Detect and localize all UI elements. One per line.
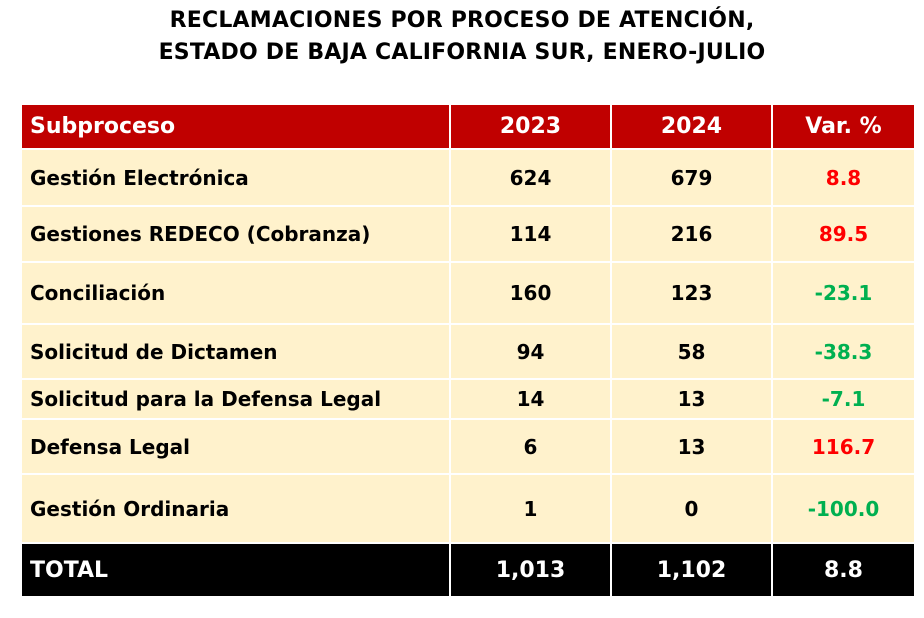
claims-table: Subproceso 2023 2024 Var. % Gestión Elec…: [20, 103, 916, 598]
subproceso-cell: Gestiones REDECO (Cobranza): [20, 205, 451, 263]
variation-cell: -7.1: [771, 378, 916, 420]
header-var: Var. %: [771, 103, 916, 150]
value-2023-cell: 114: [449, 205, 612, 263]
value-2024-cell: 123: [610, 261, 773, 325]
table-row: Conciliación 160 123 -23.1: [20, 261, 916, 325]
value-2023-cell: 94: [449, 323, 612, 380]
value-2024-cell: 679: [610, 148, 773, 207]
header-row: Subproceso 2023 2024 Var. %: [20, 103, 916, 150]
total-label: TOTAL: [20, 542, 451, 598]
title-line-2: ESTADO DE BAJA CALIFORNIA SUR, ENERO-JUL…: [158, 40, 766, 65]
subproceso-cell: Defensa Legal: [20, 418, 451, 475]
total-var: 8.8: [771, 542, 916, 598]
value-2024-cell: 58: [610, 323, 773, 380]
variation-cell: -38.3: [771, 323, 916, 380]
subproceso-cell: Solicitud de Dictamen: [20, 323, 451, 380]
subproceso-cell: Gestión Ordinaria: [20, 473, 451, 544]
subproceso-cell: Solicitud para la Defensa Legal: [20, 378, 451, 420]
value-2024-cell: 216: [610, 205, 773, 263]
value-2023-cell: 6: [449, 418, 612, 475]
variation-cell: -23.1: [771, 261, 916, 325]
subproceso-cell: Conciliación: [20, 261, 451, 325]
value-2024-cell: 13: [610, 418, 773, 475]
value-2023-cell: 160: [449, 261, 612, 325]
total-2024: 1,102: [610, 542, 773, 598]
title-line-1: RECLAMACIONES POR PROCESO DE ATENCIÓN,: [169, 8, 755, 33]
value-2024-cell: 0: [610, 473, 773, 544]
total-2023: 1,013: [449, 542, 612, 598]
table-row: Solicitud de Dictamen 94 58 -38.3: [20, 323, 916, 380]
header-subproceso: Subproceso: [20, 103, 451, 150]
table-row: Gestiones REDECO (Cobranza) 114 216 89.5: [20, 205, 916, 263]
value-2024-cell: 13: [610, 378, 773, 420]
table-row: Gestión Ordinaria 1 0 -100.0: [20, 473, 916, 544]
table-row: Gestión Electrónica 624 679 8.8: [20, 148, 916, 207]
variation-cell: 116.7: [771, 418, 916, 475]
table-row: Defensa Legal 6 13 116.7: [20, 418, 916, 475]
value-2023-cell: 624: [449, 148, 612, 207]
total-row: TOTAL 1,013 1,102 8.8: [20, 542, 916, 598]
variation-cell: -100.0: [771, 473, 916, 544]
variation-cell: 8.8: [771, 148, 916, 207]
header-2023: 2023: [449, 103, 612, 150]
value-2023-cell: 14: [449, 378, 612, 420]
value-2023-cell: 1: [449, 473, 612, 544]
table-row: Solicitud para la Defensa Legal 14 13 -7.1: [20, 378, 916, 420]
subproceso-cell: Gestión Electrónica: [20, 148, 451, 207]
variation-cell: 89.5: [771, 205, 916, 263]
header-2024: 2024: [610, 103, 773, 150]
